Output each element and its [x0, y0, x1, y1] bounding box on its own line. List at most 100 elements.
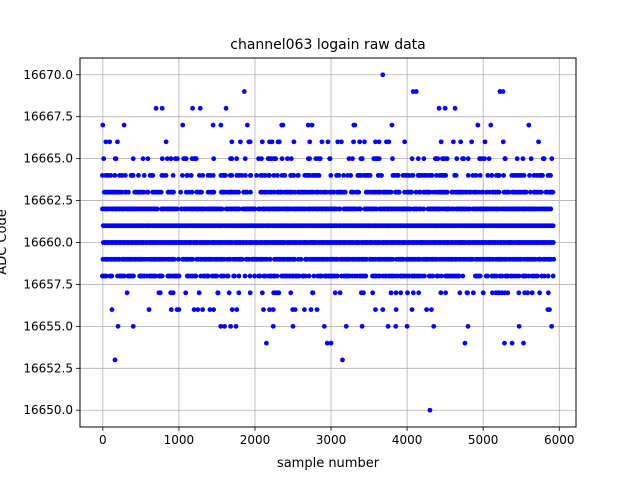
data-point [107, 139, 113, 145]
y-axis-label: ADC Code [0, 209, 10, 274]
data-point [421, 156, 427, 162]
data-point [171, 189, 176, 195]
data-point [509, 340, 515, 346]
data-point [480, 290, 486, 296]
data-point [121, 122, 127, 128]
data-point [545, 273, 551, 279]
y-tick-label: 16657.5 [23, 277, 73, 291]
data-point [219, 206, 225, 212]
data-point [502, 156, 508, 162]
data-point [324, 340, 330, 346]
data-point [335, 273, 340, 279]
data-point [237, 139, 243, 145]
data-point [390, 256, 396, 262]
data-point [263, 173, 268, 178]
y-tick-label: 16670.0 [23, 68, 73, 82]
data-point [131, 273, 136, 279]
x-tick-label: 3000 [316, 433, 347, 447]
data-point [190, 105, 195, 111]
data-point [444, 156, 450, 162]
data-point [174, 156, 180, 162]
data-point [199, 189, 205, 195]
data-point [431, 323, 437, 329]
data-point [469, 139, 475, 145]
data-point [108, 173, 114, 178]
data-point [303, 273, 308, 279]
data-point [327, 156, 333, 162]
data-point [314, 307, 320, 312]
data-point [207, 307, 213, 312]
data-point [316, 173, 322, 178]
data-point [239, 173, 245, 178]
x-tick-label: 1000 [164, 433, 195, 447]
data-point [295, 173, 301, 178]
data-point [465, 173, 471, 178]
data-point [362, 139, 367, 145]
data-point [241, 89, 247, 94]
data-point [357, 206, 363, 212]
data-point [274, 273, 280, 279]
data-point [458, 139, 464, 145]
data-point [306, 173, 312, 178]
data-point [121, 273, 127, 279]
data-point [263, 340, 269, 346]
data-point [140, 156, 146, 162]
data-point [340, 357, 345, 363]
data-point [370, 290, 376, 296]
data-point [210, 122, 216, 128]
data-point [280, 122, 286, 128]
data-point [170, 173, 176, 178]
y-tick-label: 16660.0 [23, 236, 73, 250]
data-point [259, 290, 265, 296]
data-point [222, 323, 227, 329]
data-point [183, 156, 189, 162]
data-point [164, 156, 170, 162]
data-point [346, 156, 352, 162]
data-point [413, 89, 419, 94]
data-point [416, 290, 422, 296]
data-point [379, 173, 384, 178]
data-point [109, 307, 115, 312]
data-point [341, 173, 347, 178]
data-point [236, 206, 242, 212]
data-point [254, 173, 259, 178]
data-point [103, 273, 109, 279]
data-point [373, 139, 378, 145]
data-point [248, 189, 253, 195]
data-point [196, 173, 202, 178]
data-point [364, 256, 370, 262]
data-point [266, 173, 272, 178]
data-point [528, 156, 534, 162]
data-point [422, 273, 427, 279]
data-point [421, 206, 427, 212]
data-point [521, 340, 526, 346]
data-point [234, 307, 240, 312]
data-point [244, 122, 250, 128]
data-point [348, 173, 354, 178]
data-point [409, 156, 415, 162]
data-point [171, 256, 177, 262]
data-point [453, 173, 459, 178]
data-point [380, 307, 386, 312]
data-point [179, 173, 185, 178]
data-point [389, 122, 395, 128]
data-point [178, 189, 184, 195]
data-point [404, 323, 410, 329]
data-point [545, 290, 551, 296]
data-point [409, 307, 415, 312]
data-point [210, 173, 216, 178]
data-point [470, 290, 476, 296]
data-point [537, 290, 543, 296]
data-point [520, 156, 526, 162]
data-point [328, 173, 334, 178]
data-point [499, 273, 505, 279]
data-point [363, 273, 369, 279]
data-point [402, 139, 408, 145]
x-axis-ticks: 0 1000 2000 3000 4000 5000 6000 [99, 427, 575, 447]
data-point [193, 273, 199, 279]
data-point [541, 273, 547, 279]
data-point [337, 206, 343, 212]
data-point [141, 173, 147, 178]
data-point [485, 273, 490, 279]
data-point [141, 189, 147, 195]
